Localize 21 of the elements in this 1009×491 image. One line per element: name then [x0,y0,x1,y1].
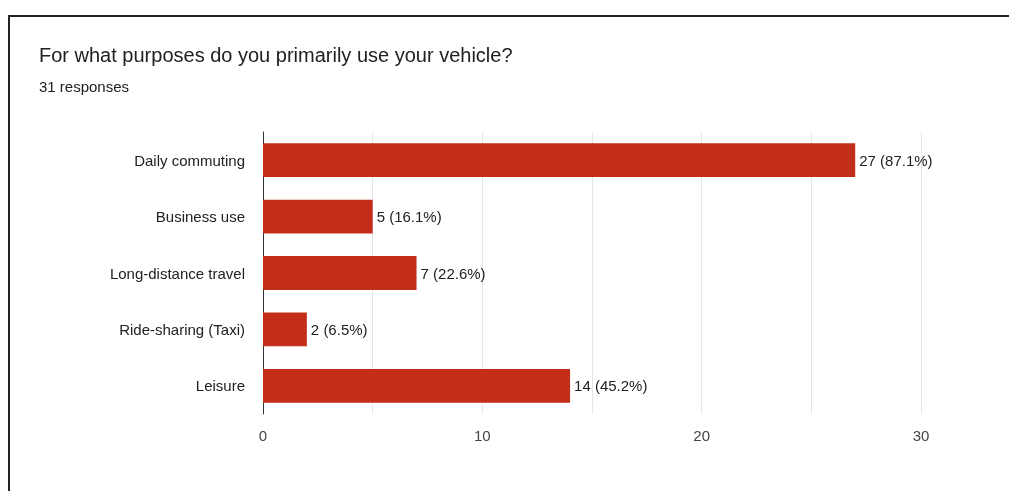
text: 31 responses [39,78,130,95]
chart-title: For what purposes do you primarily use your vehicle? [39,44,513,66]
bar [263,368,571,403]
bar [263,199,373,234]
bar [263,143,856,178]
data-label: 27 (87.1%) [859,151,933,169]
y-tick-label: Leisure [195,377,245,395]
y-tick-label: Long-distance travel [109,264,245,282]
data-label: 7 (22.6%) [420,264,486,282]
data-label: 5 (16.1%) [376,208,442,226]
y-tick-label: Daily commuting [134,151,245,169]
bar [263,256,417,290]
x-tick-label: 20 [693,427,711,444]
bar [263,312,307,347]
x-tick-label: 10 [473,427,491,444]
y-tick-label: Ride-sharing (Taxi) [119,320,245,338]
x-tick-label: 30 [912,427,930,444]
data-label: 14 (45.2%) [574,377,648,395]
y-tick-label: Business use [155,208,245,226]
x-tick-label: 0 [258,427,268,444]
data-label: 2 (6.5%) [310,320,368,338]
